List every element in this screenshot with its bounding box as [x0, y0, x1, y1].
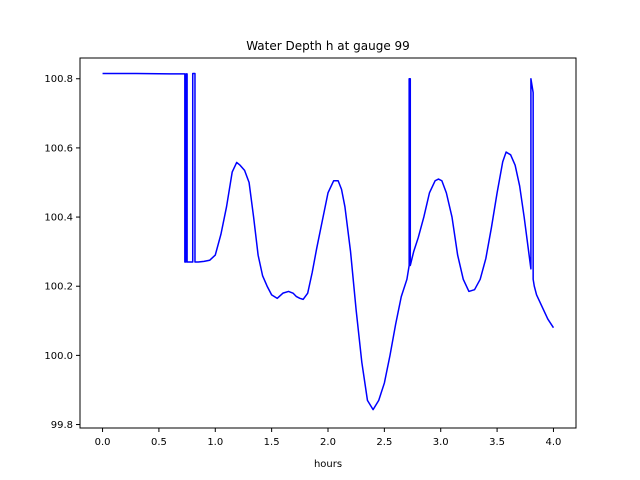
y-axis-ticks: 99.8 100.0 100.2 100.4 100.6 100.8 [44, 74, 80, 431]
series-line-0 [102, 72, 555, 411]
x-tick-label: 1.5 [264, 437, 280, 448]
plot-frame [79, 57, 577, 429]
y-tick-label: 100.8 [44, 74, 73, 85]
x-tick-label: 0.0 [95, 437, 111, 448]
y-tick-label: 100.0 [44, 351, 73, 362]
y-tick-label: 100.6 [44, 143, 73, 154]
plot-area [80, 58, 576, 428]
y-tick-label: 99.8 [51, 420, 73, 431]
x-tick-label: 4.0 [546, 437, 562, 448]
y-tick-label: 100.2 [44, 282, 73, 293]
y-tick-label: 100.4 [44, 213, 73, 224]
x-tick-label: 2.5 [376, 437, 392, 448]
x-tick-label: 2.0 [320, 437, 336, 448]
x-tick-label: 0.5 [151, 437, 167, 448]
x-axis-label: hours [314, 459, 342, 470]
x-tick-label: 3.5 [489, 437, 505, 448]
x-axis-ticks: 0.0 0.5 1.0 1.5 2.0 2.5 3.0 3.5 4.0 [95, 428, 562, 448]
x-tick-label: 1.0 [207, 437, 223, 448]
x-tick-label: 3.0 [433, 437, 449, 448]
chart-title: Water Depth h at gauge 99 [246, 39, 410, 53]
series-layer [102, 72, 555, 411]
